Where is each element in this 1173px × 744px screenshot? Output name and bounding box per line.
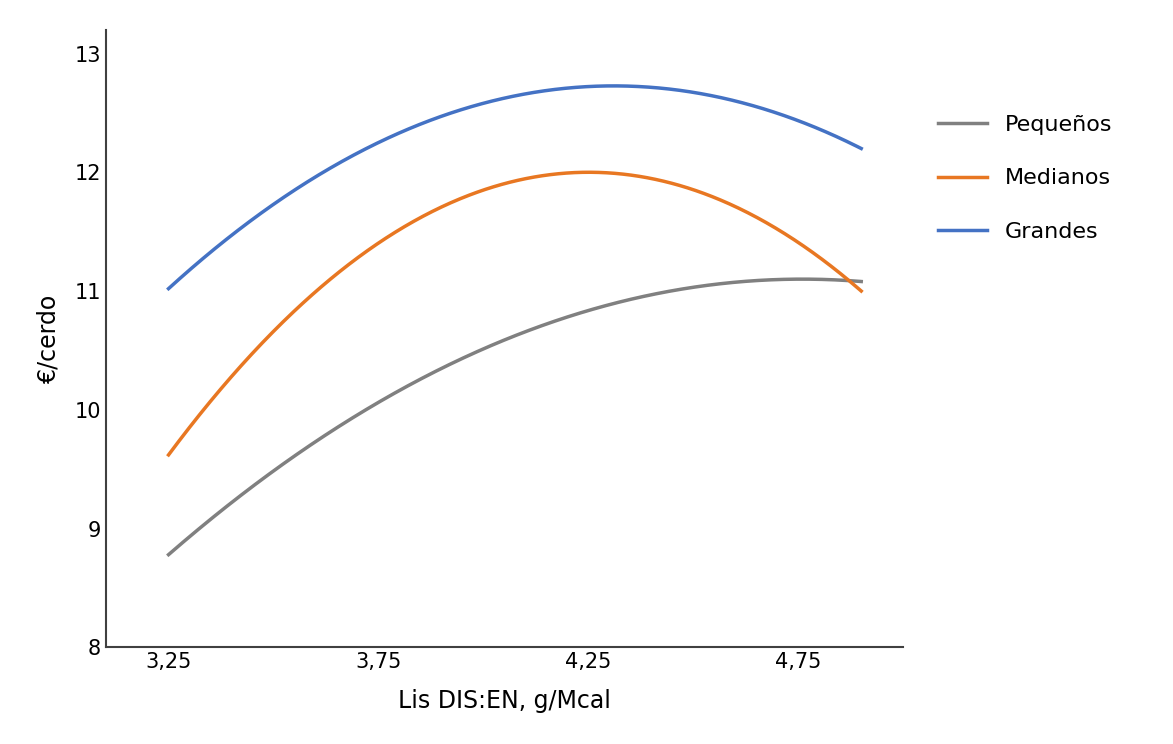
Medianos	[340, 262, 354, 271]
Grandes	[625, 82, 639, 91]
Pequeños	[340, 417, 354, 426]
Pequeños	[162, 551, 176, 559]
Line: Pequeños: Pequeños	[169, 279, 861, 555]
X-axis label: Lis DIS:EN, g/Mcal: Lis DIS:EN, g/Mcal	[398, 689, 611, 713]
Pequeños	[570, 310, 584, 318]
Medianos	[684, 185, 698, 193]
Legend: Pequeños, Medianos, Grandes: Pequeños, Medianos, Grandes	[938, 115, 1112, 242]
Grandes	[475, 99, 489, 108]
Pequeños	[683, 283, 697, 292]
Medianos	[475, 186, 489, 195]
Line: Grandes: Grandes	[169, 86, 861, 289]
Pequeños	[624, 295, 638, 304]
Medianos	[582, 168, 596, 177]
Grandes	[684, 88, 698, 97]
Line: Medianos: Medianos	[169, 173, 861, 455]
Medianos	[162, 450, 176, 459]
Medianos	[625, 171, 639, 180]
Medianos	[854, 286, 868, 295]
Grandes	[162, 284, 176, 293]
Medianos	[284, 310, 298, 318]
Pequeños	[795, 275, 809, 283]
Pequeños	[475, 345, 489, 354]
Pequeños	[284, 454, 298, 463]
Grandes	[854, 144, 868, 153]
Medianos	[570, 168, 584, 177]
Pequeños	[854, 277, 868, 286]
Grandes	[284, 188, 298, 197]
Y-axis label: €/cerdo: €/cerdo	[36, 294, 60, 383]
Grandes	[340, 155, 354, 164]
Grandes	[570, 83, 584, 92]
Grandes	[606, 81, 621, 90]
